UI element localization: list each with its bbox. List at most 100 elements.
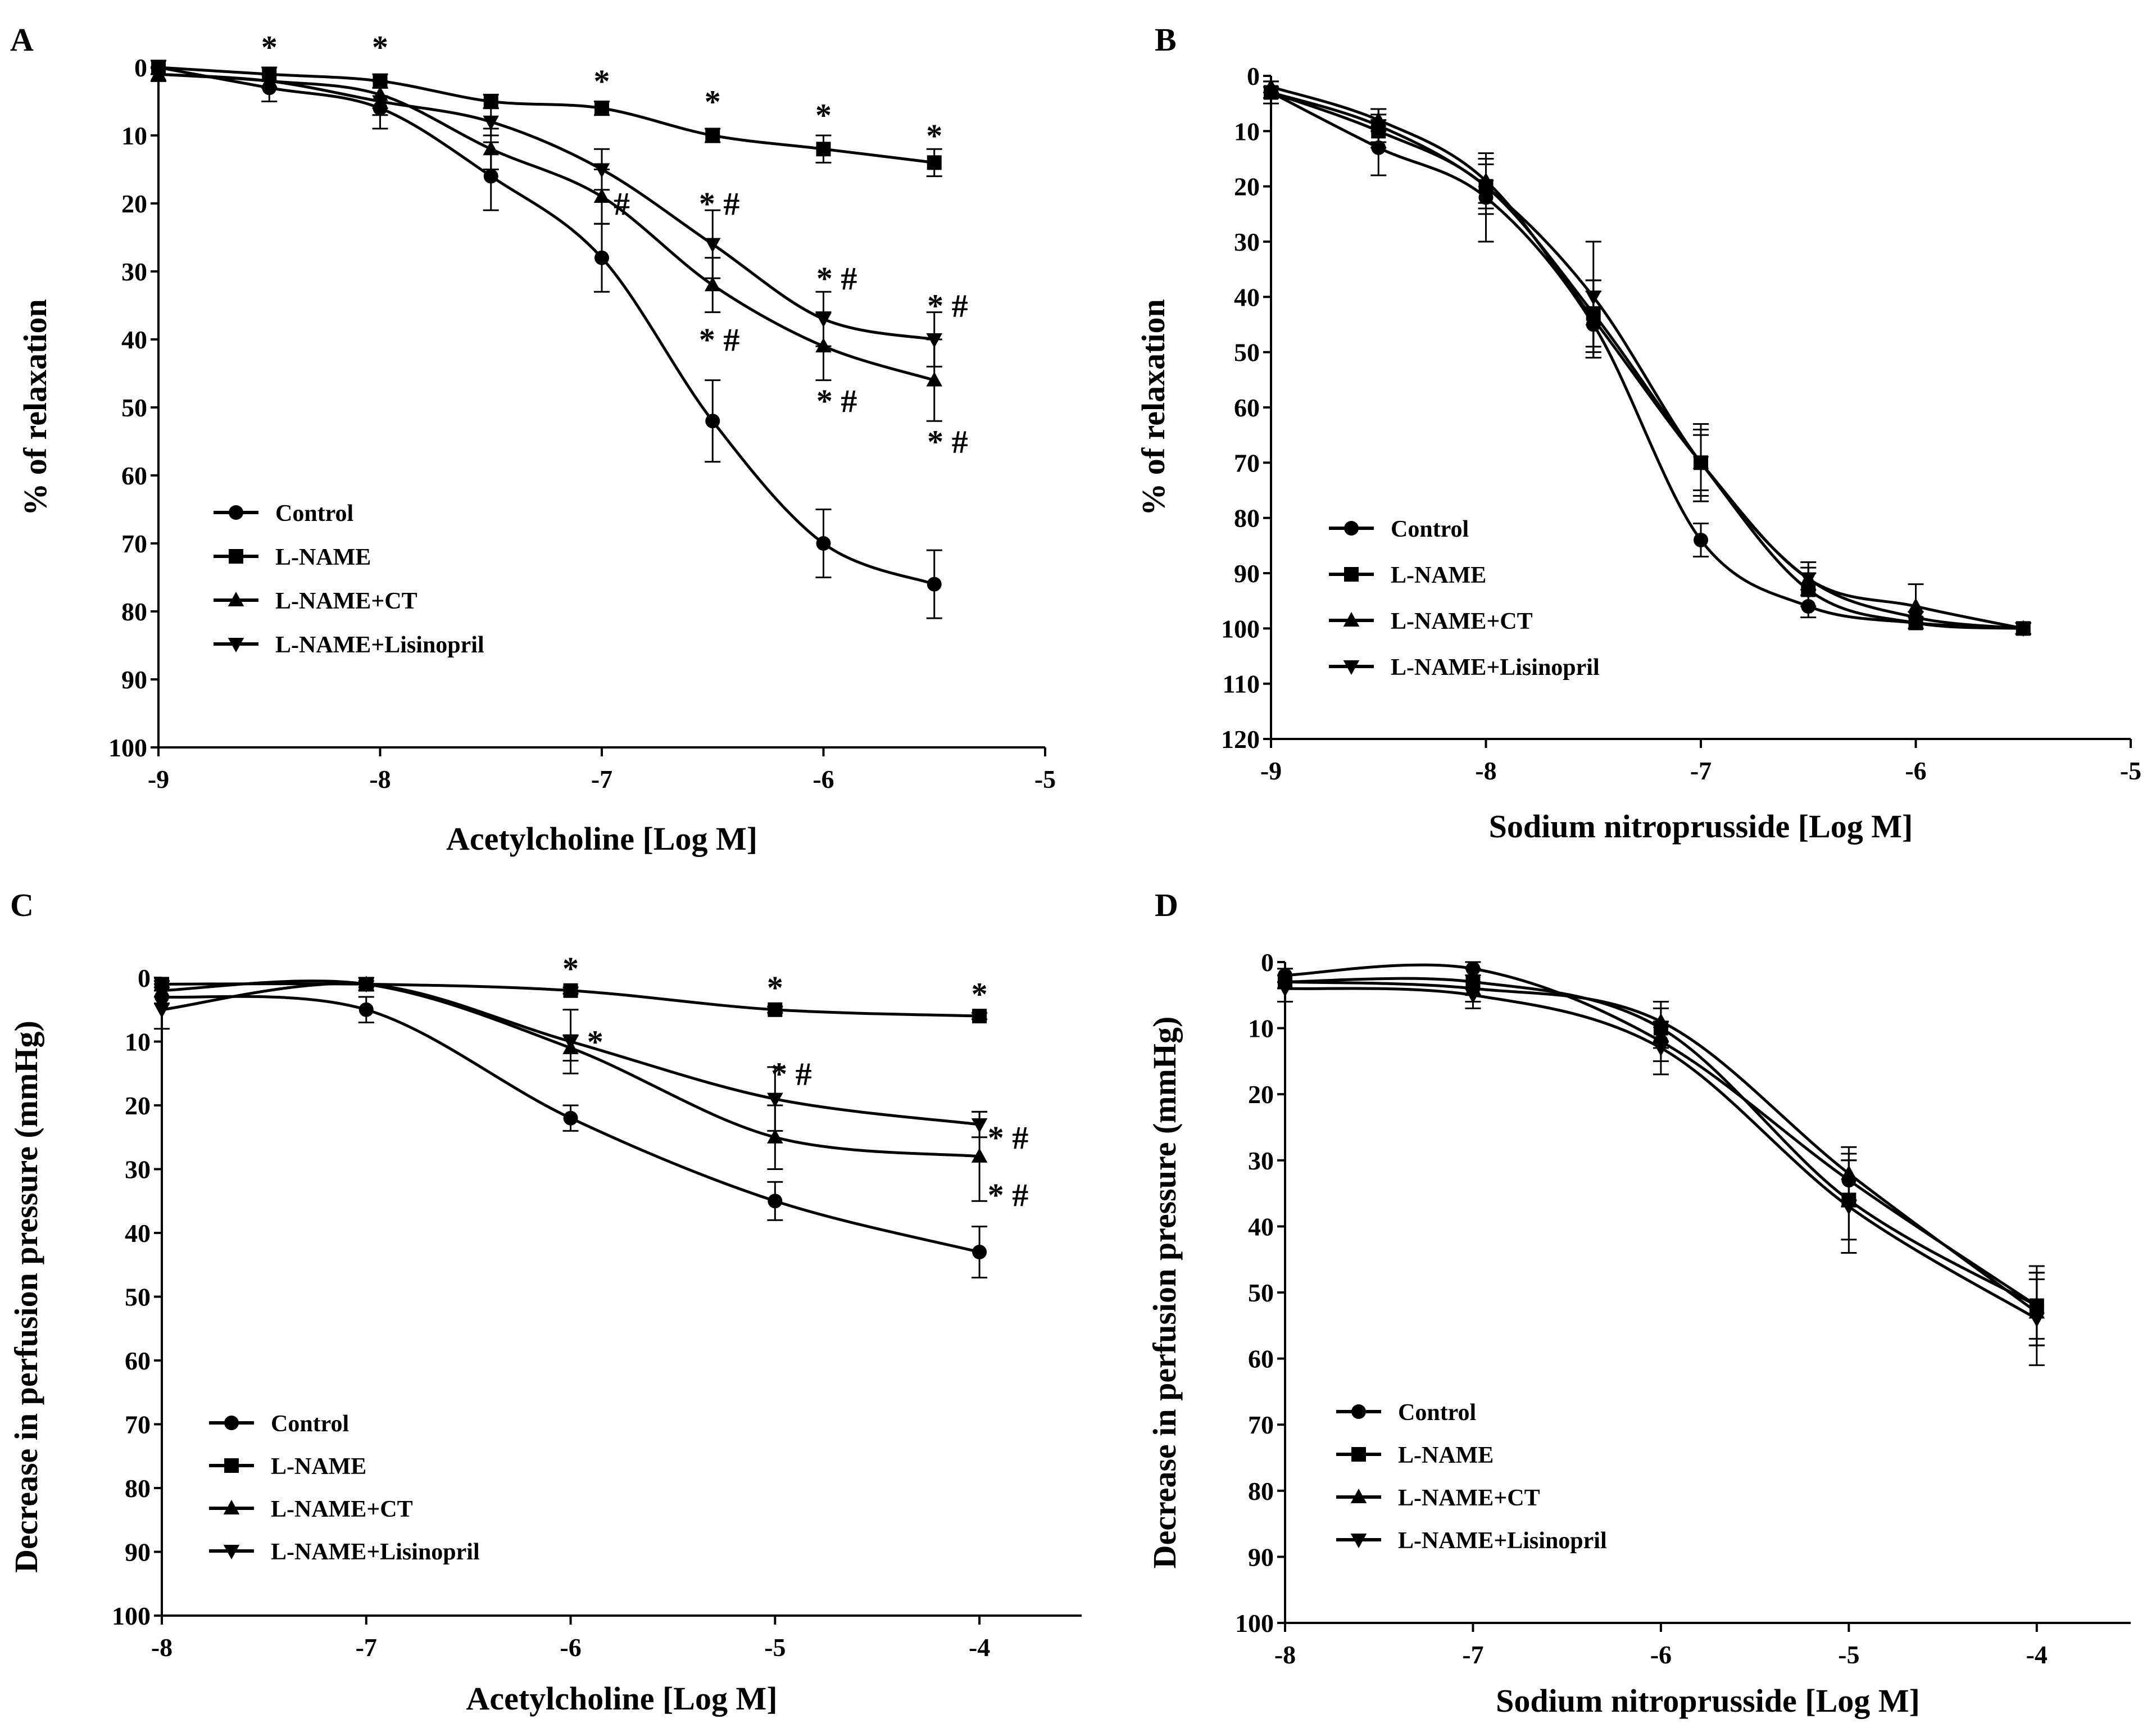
panel-d-y-tick-label: 80 bbox=[1248, 1477, 1274, 1505]
panel-d-y-tick-label: 50 bbox=[1248, 1278, 1274, 1307]
panel-d-series-l-name-ct-curve bbox=[1284, 980, 2038, 1314]
panel-a-series-control-point bbox=[816, 536, 831, 551]
panel-d-letter: D bbox=[1155, 887, 1178, 923]
panel-c-legend-label: Control bbox=[271, 1411, 349, 1437]
panel-c-y-tick-label: 20 bbox=[125, 1091, 151, 1120]
panel-a-legend-label: L-NAME+CT bbox=[275, 588, 417, 614]
panel-c-x-tick-label: -5 bbox=[764, 1633, 786, 1662]
panel-c-y-tick-label: 90 bbox=[125, 1538, 151, 1567]
panel-d-legend-label: L-NAME bbox=[1398, 1443, 1494, 1468]
panel-a-significance-mark: * # bbox=[816, 383, 857, 419]
panel-d-y-tick-label: 90 bbox=[1248, 1543, 1274, 1571]
panel-d-x-tick-label: -5 bbox=[1838, 1640, 1859, 1669]
panel-d-series-l-name-lisinopril-point bbox=[1277, 982, 1293, 997]
panel-b-legend-label: L-NAME bbox=[1391, 563, 1486, 588]
panel-d-legend-label: L-NAME+CT bbox=[1398, 1485, 1540, 1511]
panel-d-y-tick-label: 60 bbox=[1248, 1345, 1274, 1373]
panel-c-series-l-name-ct-point bbox=[153, 982, 170, 997]
panel-c-x-tick-label: -6 bbox=[560, 1633, 581, 1662]
panel-c-series-l-name-lisinopril-point bbox=[767, 1092, 783, 1108]
panel-c-y-tick-label: 80 bbox=[125, 1474, 151, 1503]
panel-a-legend-marker bbox=[228, 637, 244, 652]
panel-c-y-tick-label: 0 bbox=[138, 964, 151, 992]
panel-b-y-tick-label: 60 bbox=[1234, 393, 1260, 422]
panel-c-letter: C bbox=[10, 887, 34, 923]
panel-a-x-tick-label: -8 bbox=[369, 765, 391, 793]
panel-b-series-control-curve bbox=[1270, 91, 2023, 630]
panel-a-series-l-name-ct-point bbox=[483, 140, 500, 156]
panel-a-y-axis-title: % of relaxation bbox=[17, 299, 53, 516]
panel-c-x-tick-label: -8 bbox=[151, 1633, 173, 1662]
panel-b-series-l-name-lisinopril-point bbox=[1585, 291, 1602, 306]
panel-c-legend-marker bbox=[224, 1416, 239, 1430]
panel-b-y-tick-label: 80 bbox=[1234, 504, 1260, 533]
panel-b-x-tick-label: -7 bbox=[1690, 756, 1712, 785]
panel-a-y-tick-label: 80 bbox=[121, 597, 147, 626]
panel-c-significance-mark: * # bbox=[771, 1055, 812, 1092]
panel-d-x-tick-label: -7 bbox=[1462, 1640, 1483, 1669]
panel-d-series-l-name-lisinopril-point bbox=[1841, 1200, 1857, 1216]
panel-b-y-tick-label: 50 bbox=[1234, 338, 1260, 367]
panel-b-y-tick-label: 110 bbox=[1223, 670, 1260, 699]
panel-a-series-l-name-lisinopril-point bbox=[372, 95, 388, 110]
panel-a-x-axis-title: Acetylcholine [Log M] bbox=[446, 820, 757, 857]
panel-c-series-control-point bbox=[768, 1194, 783, 1209]
panel-b-chart: B 0 10 20 30 40 50 60 70 80 90 100 110 120-9 -8 -7 -6 -5 S… bbox=[1135, 21, 2141, 845]
panel-d-legend-label: Control bbox=[1398, 1400, 1476, 1426]
panel-b-y-tick-label: 90 bbox=[1234, 559, 1260, 588]
panel-c-significance-mark: * bbox=[562, 950, 579, 987]
panel-d-y-tick-label: 70 bbox=[1248, 1410, 1274, 1439]
panel-c-series-l-name-point bbox=[563, 983, 578, 998]
panel-a-series-l-name-lisinopril-curve bbox=[158, 72, 935, 341]
panel-d-chart: D 0 10 20 30 40 50 60 70 80 90 100-8 -7 -6 -5 -4 Sodium … bbox=[1146, 887, 2131, 1719]
panel-b-y-tick-label: 30 bbox=[1234, 228, 1260, 256]
panel-b-series-l-name-curve bbox=[1270, 91, 2023, 630]
panel-a-significance-mark: * # bbox=[699, 321, 740, 358]
panel-a-series-control-point bbox=[705, 414, 720, 429]
panel-d-x-tick-label: -8 bbox=[1274, 1640, 1296, 1669]
panel-a-x-tick-label: -7 bbox=[591, 765, 612, 793]
panel-a-series-l-name-point bbox=[483, 94, 498, 109]
panel-a-legend-marker bbox=[228, 592, 244, 607]
panel-b-legend-marker bbox=[1343, 660, 1360, 675]
panel-c-y-tick-label: 30 bbox=[125, 1155, 151, 1184]
panel-a-y-tick-label: 50 bbox=[121, 393, 147, 422]
panel-c-y-tick-label: 70 bbox=[125, 1410, 151, 1439]
panel-a-y-tick-label: 20 bbox=[121, 189, 147, 218]
panel-b-x-tick-label: -8 bbox=[1475, 756, 1496, 785]
panel-c-significance-mark: * bbox=[972, 976, 988, 1012]
panel-b-y-tick-label: 0 bbox=[1247, 62, 1260, 90]
panel-a-y-tick-label: 70 bbox=[121, 529, 147, 558]
panel-d-legend-marker bbox=[1351, 1404, 1366, 1419]
panel-d-legend-marker bbox=[1350, 1533, 1367, 1548]
panel-b-legend-label: L-NAME+Lisinopril bbox=[1391, 655, 1600, 681]
panel-d-y-tick-label: 100 bbox=[1235, 1609, 1274, 1638]
panel-a-series-l-name-point bbox=[594, 101, 609, 116]
panel-a-series-l-name-lisinopril-point bbox=[261, 75, 278, 90]
panel-c-x-tick-label: -7 bbox=[356, 1633, 377, 1662]
panel-c-y-tick-label: 100 bbox=[112, 1602, 151, 1630]
panel-d-y-tick-label: 10 bbox=[1248, 1014, 1274, 1043]
panel-b-series-l-name-lisinopril-point bbox=[1800, 572, 1817, 587]
panel-b-legend-marker bbox=[1343, 612, 1360, 627]
panel-a-legend-label: L-NAME+Lisinopril bbox=[275, 632, 484, 658]
panel-a-series-l-name-point bbox=[705, 128, 720, 143]
panel-a-legend-marker bbox=[229, 505, 243, 520]
panel-a-x-tick-label: -5 bbox=[1034, 765, 1056, 793]
panel-b-x-tick-label: -6 bbox=[1905, 756, 1926, 785]
panel-a-y-tick-label: 90 bbox=[121, 665, 147, 694]
panel-b-y-tick-label: 70 bbox=[1234, 448, 1260, 477]
panel-c-series-l-name-ct-point bbox=[767, 1128, 783, 1144]
panel-a-series-l-name-point bbox=[816, 142, 831, 157]
panel-c-legend-marker bbox=[224, 1458, 239, 1473]
panel-c-legend-label: L-NAME bbox=[271, 1454, 366, 1480]
panel-a-significance-mark: * bbox=[261, 29, 278, 66]
panel-a-significance-mark: * # bbox=[699, 185, 740, 222]
panel-b-legend-label: Control bbox=[1391, 516, 1469, 542]
panel-a-legend-label: L-NAME bbox=[275, 545, 371, 570]
panel-a-series-l-name-ct-point bbox=[704, 276, 721, 292]
panel-b-x-tick-label: -9 bbox=[1260, 756, 1282, 785]
panel-d-x-tick-label: -4 bbox=[2026, 1640, 2048, 1669]
panel-a-series-l-name-lisinopril-point bbox=[704, 238, 721, 253]
